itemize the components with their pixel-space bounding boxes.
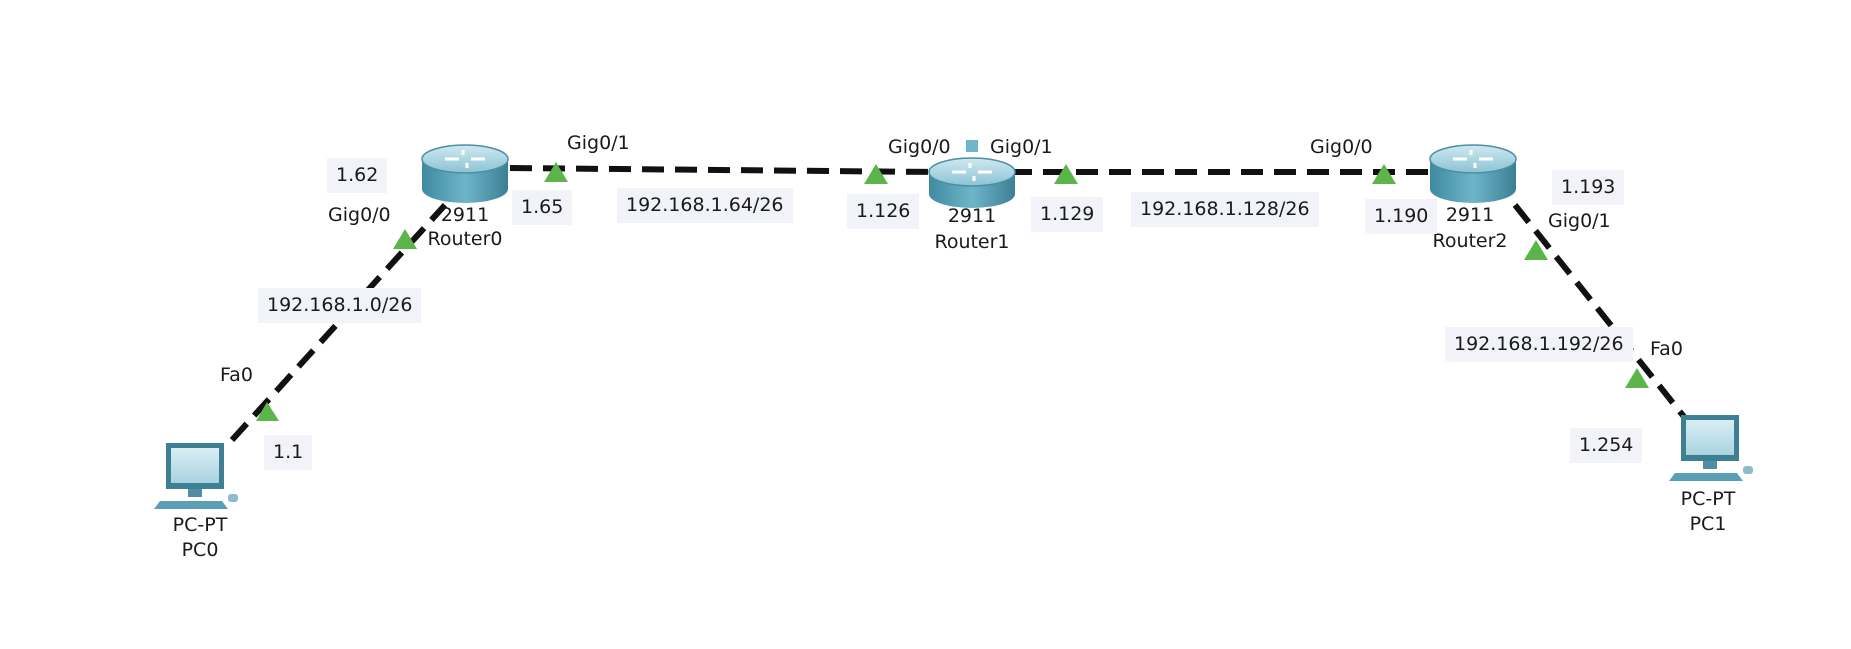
port-up-r2-gig01 [1524,240,1548,260]
router2-name: Router2 [1432,230,1508,252]
port-label-r1-gig00: Gig0/0 [888,136,951,158]
address-label-r1-gig00: 1.126 [847,194,920,229]
port-up-pc1-fa0 [1625,368,1649,388]
pc0-model: PC-PT [172,514,228,536]
router-icon-router1[interactable] [928,140,1016,208]
address-label-r2-gig01: 1.193 [1552,170,1625,205]
port-up-r2-gig00 [1372,164,1396,184]
port-up-r1-gig01 [1054,164,1078,184]
port-up-r0-gig00 [393,229,417,249]
router-icon-router0[interactable] [421,144,509,203]
router1-name: Router1 [934,231,1010,253]
address-label-r2-gig00: 1.190 [1365,199,1438,234]
address-label-r0-gig01: 1.65 [512,190,573,225]
network-label-192: 192.168.1.192/26 [1445,327,1633,362]
port-label-r2-gig01: Gig0/1 [1548,210,1611,232]
address-label-r0-gig00: 1.62 [327,158,388,193]
network-label-128: 192.168.1.128/26 [1131,192,1319,227]
pc0-name: PC0 [181,539,219,561]
port-label-pc1-fa0: Fa0 [1650,338,1683,360]
pc-icon-pc0[interactable] [154,443,238,509]
address-label-pc1: 1.254 [1570,428,1643,463]
pc1-model: PC-PT [1680,488,1736,510]
port-label-r2-gig00: Gig0/0 [1310,136,1373,158]
router0-model: 2911 [440,204,490,226]
port-label-r1-gig01: Gig0/1 [990,136,1053,158]
port-label-r0-gig01: Gig0/1 [567,132,630,154]
link-router2-pc1[interactable] [1512,203,1688,420]
network-label-0: 192.168.1.0/26 [258,288,422,323]
router-icon-router2[interactable] [1429,144,1517,203]
port-label-pc0-fa0: Fa0 [220,364,253,386]
port-indicators [256,162,1649,421]
port-up-r1-gig00 [864,164,888,184]
address-label-pc0: 1.1 [264,435,313,470]
network-label-64: 192.168.1.64/26 [617,188,793,223]
router2-model: 2911 [1445,204,1495,226]
router0-name: Router0 [427,228,503,250]
port-up-pc0-fa0 [256,402,279,421]
address-label-r1-gig01: 1.129 [1031,197,1104,232]
port-up-r0-gig01 [544,162,568,182]
router1-model: 2911 [947,205,997,227]
pc1-name: PC1 [1689,513,1727,535]
link-router0-router1[interactable] [509,165,936,175]
pc-icon-pc1[interactable] [1669,415,1753,481]
port-label-r0-gig00: Gig0/0 [328,204,391,226]
